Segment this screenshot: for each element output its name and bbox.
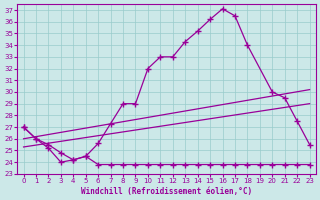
X-axis label: Windchill (Refroidissement éolien,°C): Windchill (Refroidissement éolien,°C) — [81, 187, 252, 196]
